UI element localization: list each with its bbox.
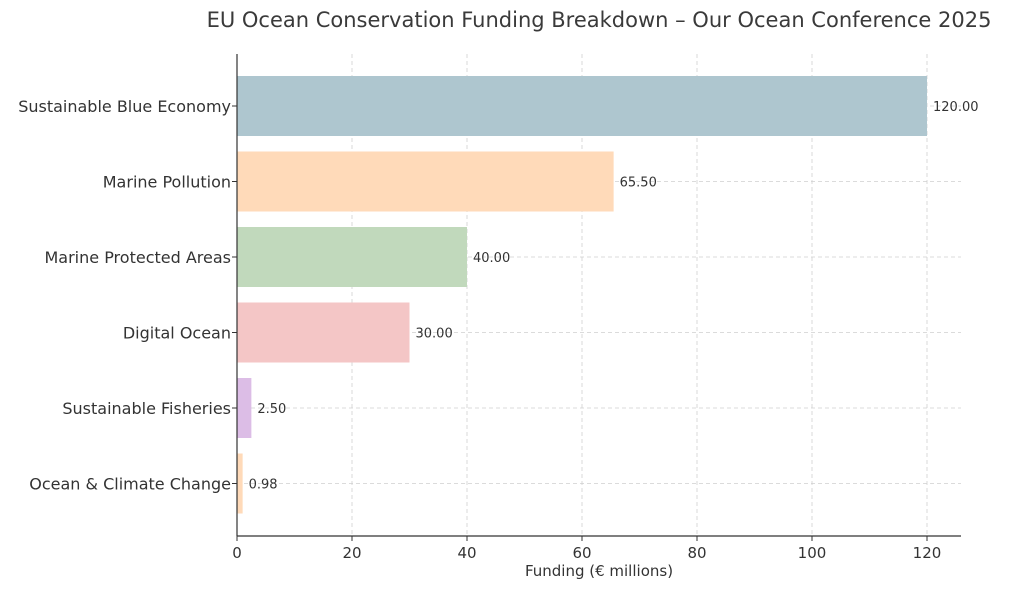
labels-layer: 0 20 40 60 80 100 120 Sustainable Blue Economy 1… [18,97,978,562]
value-label-2: 40.00 [473,251,510,266]
x-axis-label: Funding (€ millions) [525,562,673,580]
value-label-3: 30.00 [416,327,453,342]
x-tick-label-60: 60 [572,544,591,562]
bar-0 [237,76,927,136]
x-tick-label-100: 100 [798,544,827,562]
category-label-4: Sustainable Fisheries [62,399,231,418]
bars-layer [237,76,927,514]
category-label-2: Marine Protected Areas [44,248,231,267]
bar-3 [237,302,410,363]
axes-layer [232,54,961,541]
bar-1 [237,151,614,212]
category-label-0: Sustainable Blue Economy [18,97,231,116]
category-label-1: Marine Pollution [103,173,231,192]
bar-5 [237,453,243,514]
value-label-0: 120.00 [933,100,979,115]
x-tick-label-20: 20 [342,544,361,562]
x-tick-label-80: 80 [687,544,706,562]
value-label-4: 2.50 [257,402,286,417]
bar-4 [237,378,252,438]
x-tick-label-120: 120 [913,544,942,562]
x-tick-label-0: 0 [232,544,242,562]
value-label-1: 65.50 [620,176,657,191]
chart-title: EU Ocean Conservation Funding Breakdown … [207,8,992,32]
bar-2 [237,227,467,287]
x-tick-label-40: 40 [457,544,476,562]
category-label-5: Ocean & Climate Change [29,475,231,494]
value-label-5: 0.98 [249,478,278,493]
category-label-3: Digital Ocean [123,324,231,343]
